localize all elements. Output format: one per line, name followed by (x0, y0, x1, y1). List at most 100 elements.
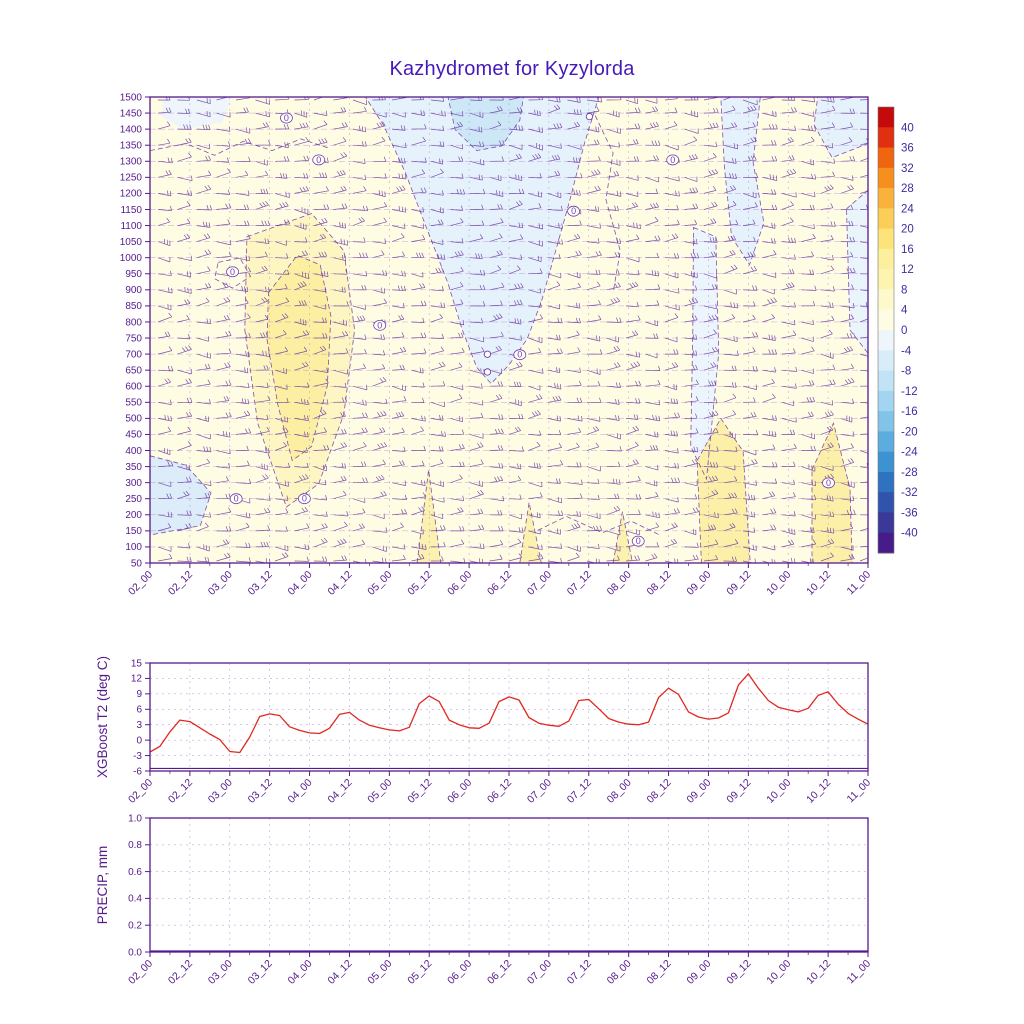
y-tick-label: 750 (125, 333, 142, 344)
y-tick-label: 400 (125, 446, 142, 457)
y-tick-label: 850 (125, 301, 142, 312)
y-tick-label: 1250 (120, 173, 143, 184)
y-tick-label: 1300 (120, 157, 143, 168)
colorbar-tick-label: 24 (901, 203, 914, 215)
svg-text:0: 0 (230, 267, 235, 277)
colorbar-tick-label: 12 (901, 264, 914, 276)
x-tick-label: 09_12 (724, 958, 753, 987)
region-warm-low-right-2 (812, 423, 853, 563)
svg-text:0: 0 (571, 206, 576, 216)
y-tick-label: 1150 (120, 205, 142, 216)
y-tick-label: 200 (125, 510, 142, 521)
y-tick-label: 0.4 (128, 894, 142, 905)
x-tick-label: 08_00 (605, 958, 634, 987)
colorbar-tick-label: -24 (901, 447, 918, 459)
y-axis: 1.0 0.8 0.6 0.4 0.2 0.0 (128, 813, 150, 958)
svg-text:0: 0 (302, 494, 307, 504)
x-tick-label: 04_12 (325, 569, 354, 598)
svg-text:0: 0 (316, 155, 321, 165)
colorbar-tick-label: 20 (901, 224, 914, 236)
x-axis: 02_00 02_12 03_00 03_12 04_00 04_12 05_00 05_12… (126, 952, 873, 987)
y-tick-label: 6 (136, 705, 142, 716)
x-tick-label: 03_12 (246, 958, 275, 987)
y-tick-label: 50 (131, 558, 143, 569)
x-tick-label: 10_00 (764, 777, 793, 806)
y-tick-label: 0.2 (128, 921, 142, 932)
colorbar-tick-label: 4 (901, 305, 908, 317)
y-tick-label: 450 (125, 430, 142, 441)
precip-chart: PRECIP, mm 1.00.80.60.40.20.002_00 02_12 0… (95, 813, 873, 987)
t2-series-line (149, 673, 869, 754)
x-tick-label: 07_12 (565, 569, 594, 598)
y-tick-label: 550 (125, 398, 142, 409)
station-markers (483, 112, 594, 376)
region-cold-right-edge-mid (846, 190, 868, 354)
region-cold-low-left (150, 455, 211, 535)
y-tick-label: 0.0 (128, 947, 142, 958)
x-tick-label: 02_00 (126, 777, 155, 806)
x-tick-label: 07_12 (565, 958, 594, 987)
y-tick-label: 12 (131, 674, 143, 685)
region-cold-streak-09_12 (720, 97, 764, 265)
colorbar-tick-label: 32 (901, 163, 914, 175)
x-tick-label: 05_12 (405, 958, 434, 987)
x-axis: 02_00 02_12 03_00 03_12 04_00 04_12 05_00 05_12… (126, 563, 873, 598)
x-tick-label: 03_12 (246, 569, 275, 598)
y-tick-label: -6 (133, 766, 142, 777)
x-tick-label: 04_00 (286, 777, 315, 806)
y-tick-label: 600 (125, 382, 142, 393)
y-tick-label: 9 (136, 689, 142, 700)
y-tick-label: 15 (131, 658, 143, 669)
x-tick-label: 06_00 (445, 958, 474, 987)
x-tick-label: 11_00 (845, 569, 874, 598)
colorbar-tick-label: 0 (901, 325, 907, 337)
zero-contour-labels: 0 0 0 0 0 0 0 0 0 0 0 (226, 112, 835, 547)
svg-text:0: 0 (517, 350, 522, 360)
y-tick-label: 300 (125, 478, 142, 489)
y-tick-label: 0.8 (128, 840, 142, 851)
colorbar-tick-label: -16 (901, 406, 918, 418)
x-tick-label: 02_00 (126, 569, 155, 598)
x-tick-label: 03_00 (206, 569, 235, 598)
x-axis: 02_00 02_12 03_00 03_12 04_00 04_12 05_00 05_12… (126, 771, 873, 806)
contour-lines (150, 97, 868, 563)
x-tick-label: 06_12 (485, 958, 514, 987)
colorbar-tick-label: 8 (901, 284, 907, 296)
x-tick-label: 07_12 (565, 777, 594, 806)
svg-text:0: 0 (670, 155, 675, 165)
x-tick-label: 02_00 (126, 958, 155, 987)
cross-section-body: 0 0 0 0 0 0 0 0 0 0 0 (150, 97, 868, 563)
colorbar-tick-label: 28 (901, 183, 914, 195)
t2-ylabel: XGBoost T2 (deg C) (95, 656, 110, 778)
colorbar-tick-label: 16 (901, 244, 914, 256)
y-tick-label: 700 (125, 349, 142, 360)
colorbar-tick-label: -4 (901, 345, 912, 357)
x-tick-label: 08_00 (605, 569, 634, 598)
x-tick-label: 02_12 (166, 569, 195, 598)
vertical-grid (149, 663, 869, 771)
x-tick-label: 04_12 (325, 958, 354, 987)
colorbar-tick-label: 40 (901, 122, 914, 134)
x-tick-label: 07_00 (525, 777, 554, 806)
y-tick-label: 1500 (120, 92, 143, 103)
x-tick-label: 03_00 (206, 777, 235, 806)
colorbar-tick-label: -20 (901, 426, 918, 438)
y-tick-label: 950 (125, 269, 142, 280)
x-tick-label: 09_12 (724, 777, 753, 806)
y-tick-label: -3 (133, 751, 142, 762)
colorbar-tick-label: -32 (901, 487, 918, 499)
colorbar-tick-label: -28 (901, 467, 918, 479)
y-tick-label: 350 (125, 462, 142, 473)
x-tick-label: 10_12 (804, 777, 833, 806)
y-tick-label: 1400 (120, 124, 143, 135)
fill-regions (150, 97, 868, 563)
x-tick-label: 09_00 (684, 569, 713, 598)
x-tick-label: 05_00 (365, 777, 394, 806)
x-tick-label: 08_12 (645, 958, 674, 987)
x-tick-label: 05_12 (405, 569, 434, 598)
x-tick-label: 08_12 (645, 569, 674, 598)
y-tick-label: 1.0 (128, 813, 142, 824)
y-tick-label: 0 (136, 735, 142, 746)
region-warm-bump-05_12 (417, 469, 441, 563)
